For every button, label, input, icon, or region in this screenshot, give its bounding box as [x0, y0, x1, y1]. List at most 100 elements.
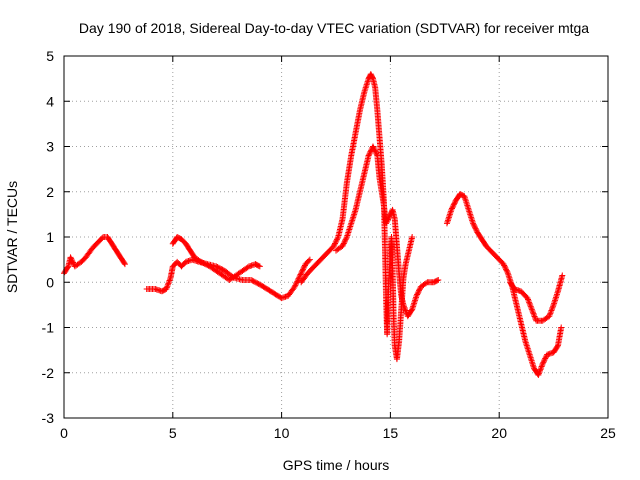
x-tick-label: 0 — [60, 425, 68, 441]
data-point — [366, 151, 373, 158]
data-point — [371, 146, 378, 153]
data-point — [538, 364, 545, 371]
data-point — [305, 257, 312, 264]
data-point — [292, 281, 299, 288]
data-point — [67, 254, 74, 261]
data-point — [386, 213, 393, 220]
data-point — [472, 225, 479, 232]
data-point — [540, 359, 547, 366]
data-point — [541, 356, 548, 363]
data-point — [415, 287, 422, 294]
data-point — [256, 263, 263, 270]
data-point — [471, 224, 478, 231]
data-point — [535, 372, 542, 379]
data-point — [69, 258, 76, 265]
data-point — [299, 267, 306, 274]
data-point — [414, 291, 421, 298]
data-point — [448, 206, 455, 213]
data-point — [531, 313, 538, 320]
x-tick-label: 5 — [169, 425, 177, 441]
data-point — [255, 262, 262, 269]
y-tick-label: -1 — [42, 320, 55, 336]
data-point — [298, 268, 305, 275]
data-point — [531, 312, 538, 319]
data-point — [528, 306, 535, 313]
data-point — [373, 149, 380, 156]
data-point — [409, 234, 416, 240]
y-tick-label: 0 — [46, 274, 54, 290]
data-point — [298, 270, 305, 277]
data-point — [537, 366, 544, 373]
data-point — [385, 215, 392, 222]
data-point — [535, 370, 542, 377]
y-tick-label: 4 — [46, 93, 54, 109]
data-point — [372, 148, 379, 155]
data-point — [501, 262, 508, 269]
data-point — [448, 205, 455, 212]
x-tick-label: 25 — [600, 425, 616, 441]
data-point — [167, 276, 174, 283]
data-point — [558, 324, 565, 331]
data-point — [165, 280, 172, 287]
data-point — [471, 223, 478, 230]
data-point — [554, 343, 561, 350]
data-point — [546, 311, 553, 318]
data-point — [408, 307, 415, 314]
data-point — [301, 263, 308, 270]
data-point — [334, 235, 341, 242]
data-point — [547, 308, 554, 315]
data-point — [525, 297, 532, 304]
data-point — [296, 274, 303, 281]
y-tick-label: 2 — [46, 184, 54, 200]
data-point — [449, 204, 456, 211]
data-point — [165, 278, 172, 285]
data-point — [470, 220, 477, 227]
data-point — [547, 310, 554, 317]
data-point — [383, 220, 390, 227]
data-point — [295, 275, 302, 282]
data-point — [528, 304, 535, 311]
data-point — [415, 288, 422, 295]
data-point — [291, 283, 298, 290]
data-point — [300, 265, 307, 272]
y-tick-label: -3 — [42, 410, 55, 426]
data-point — [400, 301, 407, 308]
data-point — [68, 255, 75, 262]
data-point — [542, 355, 549, 362]
y-tick-label: -2 — [42, 365, 55, 381]
data-point — [413, 292, 420, 299]
data-point — [502, 265, 509, 272]
data-point — [383, 219, 390, 226]
data-point — [164, 283, 171, 290]
data-point — [402, 307, 409, 314]
data-point — [369, 74, 376, 81]
data-point — [306, 256, 313, 263]
data-point — [529, 307, 536, 314]
data-point — [536, 369, 543, 376]
data-point — [296, 272, 303, 279]
y-axis-label: SDTVAR / TECUs — [4, 181, 20, 293]
data-point — [549, 304, 556, 311]
data-point — [542, 354, 549, 361]
data-point — [366, 149, 373, 156]
data-point — [435, 276, 442, 283]
data-point — [548, 307, 555, 314]
data-point — [121, 260, 128, 267]
data-point — [530, 310, 537, 317]
data-point — [450, 202, 457, 209]
data-point — [384, 216, 391, 223]
data-point — [99, 235, 106, 242]
data-point — [470, 221, 477, 228]
data-point — [340, 241, 347, 248]
data-point — [526, 300, 533, 307]
data-point — [330, 243, 337, 250]
data-point — [340, 240, 347, 247]
data-point — [369, 143, 376, 150]
data-point — [68, 256, 75, 263]
data-point — [529, 309, 536, 316]
data-point — [434, 277, 441, 284]
data-point — [331, 241, 338, 248]
data-point — [333, 236, 340, 243]
data-point — [164, 281, 171, 288]
data-point — [500, 261, 507, 268]
